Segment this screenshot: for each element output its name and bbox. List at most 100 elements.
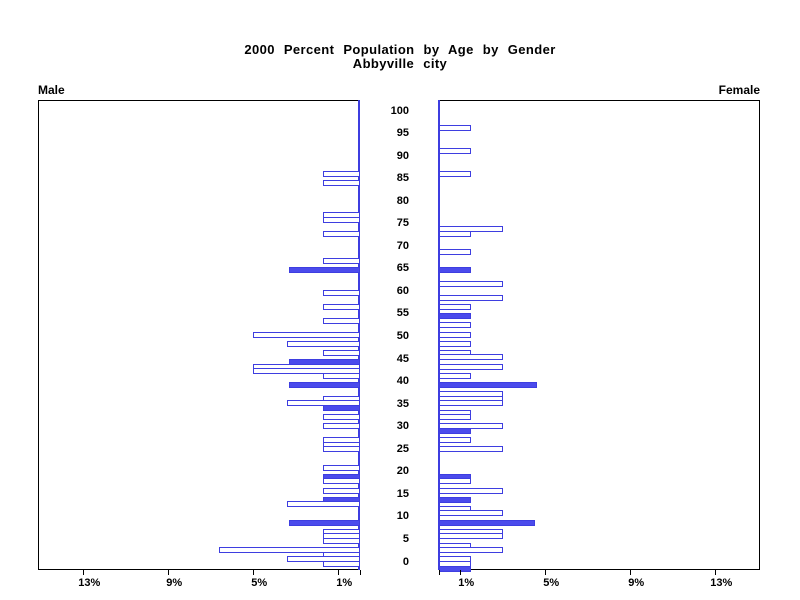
male-bar-age-42 — [323, 372, 360, 379]
male-bar-age-65 — [289, 267, 360, 274]
female-tick-9 — [630, 570, 632, 575]
female-bar-age-53 — [439, 322, 471, 329]
female-tick-5 — [545, 570, 547, 575]
female-bar-age-4 — [439, 547, 503, 554]
female-zero-tick — [439, 570, 440, 575]
female-bar-age-10 — [439, 519, 535, 526]
age-tick-label-45: 45 — [396, 352, 409, 365]
male-bar-age-10 — [289, 519, 360, 526]
female-panel-label: Female — [718, 83, 760, 97]
male-bar-age-35 — [323, 404, 360, 411]
age-tick-label-25: 25 — [396, 442, 409, 455]
female-bar-age-0 — [439, 565, 471, 572]
male-bar-age-54 — [323, 317, 360, 324]
age-tick-label-60: 60 — [396, 284, 409, 297]
age-tick-label-40: 40 — [396, 375, 409, 388]
male-bar-age-4 — [219, 547, 360, 554]
male-bar-age-40 — [289, 381, 360, 388]
female-bar-age-44 — [439, 363, 503, 370]
age-tick-label-15: 15 — [396, 487, 409, 500]
male-bar-age-6 — [323, 537, 360, 544]
male-bar-age-86 — [323, 170, 360, 177]
male-bar-age-57 — [323, 303, 360, 310]
male-bar-age-43 — [253, 368, 360, 375]
female-bar-age-62 — [439, 281, 503, 288]
age-tick-label-10: 10 — [396, 510, 409, 523]
male-panel-label: Male — [38, 83, 65, 97]
female-bar-age-17 — [439, 487, 503, 494]
female-bar-age-15 — [439, 496, 471, 503]
female-bar-age-19 — [439, 478, 471, 485]
male-pct-label-9: 9% — [166, 577, 183, 589]
female-bar-age-33 — [439, 414, 471, 421]
age-tick-label-50: 50 — [396, 330, 409, 342]
age-tick-label-5: 5 — [402, 532, 409, 545]
chart-title: 2000 Percent Population by Age by Gender — [244, 42, 556, 57]
female-bar-age-26 — [439, 446, 503, 453]
age-tick-label-65: 65 — [396, 262, 409, 275]
female-tick-13 — [715, 570, 717, 575]
age-tick-label-100: 100 — [390, 104, 409, 117]
female-chart-area — [438, 100, 760, 570]
female-bar-age-73 — [439, 230, 471, 237]
female-bar-age-40 — [439, 381, 537, 388]
female-bar-age-57 — [439, 303, 471, 310]
male-pct-label-13: 13% — [78, 577, 101, 589]
age-tick-label-70: 70 — [396, 239, 409, 252]
male-bar-age-19 — [323, 478, 360, 485]
female-bar-age-86 — [439, 170, 471, 177]
female-bar-age-31 — [439, 423, 503, 430]
female-bar-age-65 — [439, 267, 471, 274]
male-bar-age-49 — [287, 340, 360, 347]
age-tick-label-0: 0 — [402, 555, 409, 568]
female-bar-age-69 — [439, 248, 471, 255]
male-bar-age-1 — [323, 560, 360, 567]
age-tick-label-20: 20 — [396, 465, 409, 478]
male-tick-5 — [253, 570, 255, 575]
female-pct-label-13: 13% — [710, 577, 733, 589]
male-bar-age-14 — [287, 501, 360, 508]
female-bar-age-59 — [439, 294, 503, 301]
female-bar-age-42 — [439, 372, 471, 379]
male-bar-age-33 — [323, 414, 360, 421]
male-bar-age-22 — [323, 464, 360, 471]
female-bar-age-91 — [439, 147, 471, 154]
female-bar-age-36 — [439, 400, 503, 407]
male-bar-age-26 — [323, 446, 360, 453]
female-bar-age-28 — [439, 437, 471, 444]
male-bar-age-51 — [253, 331, 360, 338]
male-bar-age-73 — [323, 230, 360, 237]
female-pct-label-5: 5% — [543, 577, 560, 589]
female-bar-age-96 — [439, 125, 471, 132]
male-bar-age-84 — [323, 180, 360, 187]
male-tick-1 — [338, 570, 340, 575]
age-tick-label-30: 30 — [396, 420, 409, 433]
male-bar-age-31 — [323, 423, 360, 430]
male-zero-tick — [359, 570, 361, 575]
male-tick-9 — [168, 570, 170, 575]
male-bar-age-47 — [323, 349, 360, 356]
female-bar-age-12 — [439, 510, 503, 517]
age-tick-label-80: 80 — [396, 194, 409, 207]
male-pct-label-5: 5% — [251, 577, 268, 589]
female-bar-age-51 — [439, 331, 471, 338]
female-bar-age-55 — [439, 313, 471, 320]
female-baseline-axis — [437, 100, 440, 570]
male-tick-13 — [83, 570, 85, 575]
female-bar-age-46 — [439, 354, 503, 361]
male-bar-age-17 — [323, 487, 360, 494]
female-pct-label-1: 1% — [458, 577, 475, 589]
age-tick-label-75: 75 — [396, 217, 409, 230]
male-bar-age-76 — [323, 216, 360, 223]
male-bar-age-60 — [323, 290, 360, 297]
female-bar-age-49 — [439, 340, 471, 347]
age-tick-label-55: 55 — [396, 307, 409, 320]
female-pct-label-9: 9% — [628, 577, 645, 589]
age-tick-label-35: 35 — [396, 397, 409, 410]
female-tick-1 — [460, 570, 462, 575]
female-bar-age-74 — [439, 225, 503, 232]
female-bar-age-30 — [439, 427, 471, 434]
male-pct-label-1: 1% — [336, 577, 353, 589]
age-tick-label-90: 90 — [396, 149, 409, 162]
